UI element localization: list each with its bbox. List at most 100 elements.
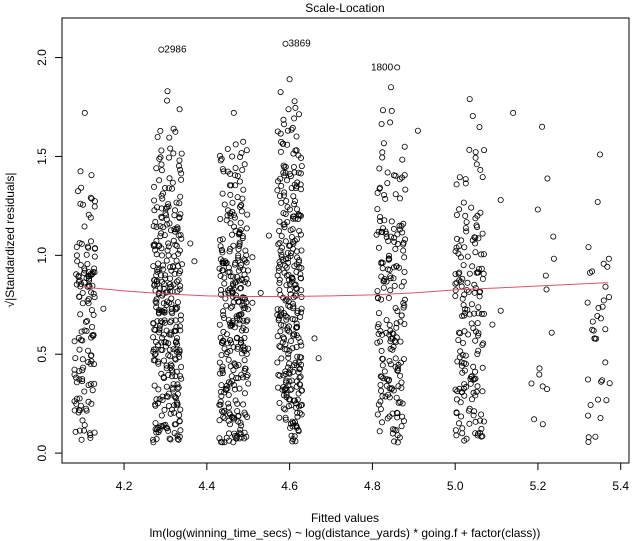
- data-point: [453, 181, 460, 188]
- data-point: [385, 294, 392, 301]
- data-point: [478, 411, 485, 418]
- data-point: [239, 195, 246, 202]
- data-point: [466, 270, 473, 277]
- data-point: [178, 150, 185, 157]
- data-point: [296, 354, 303, 361]
- data-point: [163, 97, 170, 104]
- data-point: [394, 240, 401, 247]
- data-point: [166, 175, 173, 182]
- data-point: [177, 282, 184, 289]
- data-point: [585, 412, 592, 419]
- data-point: [276, 399, 283, 406]
- data-point: [235, 418, 242, 425]
- data-point: [458, 359, 465, 366]
- data-point: [227, 210, 234, 217]
- data-point: [172, 128, 179, 135]
- data-point: [278, 253, 285, 260]
- data-point: [221, 345, 228, 352]
- data-point: [216, 359, 223, 366]
- data-point: [151, 207, 158, 214]
- data-point: [454, 388, 461, 395]
- data-point: [288, 386, 295, 393]
- data-point: [281, 189, 288, 196]
- data-point: [163, 257, 170, 264]
- data-point: [284, 325, 291, 332]
- data-point: [277, 291, 284, 298]
- data-point: [539, 123, 546, 130]
- data-point: [298, 275, 305, 282]
- data-point: [286, 206, 293, 213]
- data-point: [599, 377, 606, 384]
- data-point: [162, 184, 169, 191]
- data-point: [456, 354, 463, 361]
- data-point: [600, 297, 607, 304]
- data-point: [170, 346, 177, 353]
- data-point: [229, 303, 236, 310]
- data-point: [476, 293, 483, 300]
- data-point: [221, 201, 228, 208]
- data-point: [172, 241, 179, 248]
- data-point: [242, 247, 249, 254]
- data-point: [542, 272, 549, 279]
- data-point: [225, 391, 232, 398]
- data-point: [174, 304, 181, 311]
- data-point: [276, 343, 283, 350]
- data-point: [217, 286, 224, 293]
- data-point: [174, 341, 181, 348]
- data-point: [385, 237, 392, 244]
- data-point: [175, 250, 182, 257]
- data-point: [468, 301, 475, 308]
- data-point: [173, 278, 180, 285]
- data-point: [283, 346, 290, 353]
- data-point: [91, 380, 98, 387]
- data-point: [87, 360, 94, 367]
- data-point: [297, 338, 304, 345]
- data-point: [375, 310, 382, 317]
- data-point: [293, 206, 300, 213]
- data-point: [455, 329, 462, 336]
- data-point: [311, 335, 318, 342]
- data-point: [230, 299, 237, 306]
- data-point: [217, 438, 224, 445]
- data-point: [242, 257, 249, 264]
- data-point: [277, 89, 284, 96]
- data-point: [453, 211, 460, 218]
- data-point: [220, 413, 227, 420]
- data-point: [233, 434, 240, 441]
- data-point: [463, 435, 470, 442]
- data-point: [462, 225, 469, 232]
- data-point: [165, 252, 172, 259]
- data-point: [172, 421, 179, 428]
- data-point: [155, 360, 162, 367]
- data-point: [381, 217, 388, 224]
- data-point: [286, 303, 293, 310]
- data-point: [274, 333, 281, 340]
- data-point: [240, 317, 247, 324]
- outlier-layer: 2986 3869 1800: [158, 39, 401, 73]
- data-point: [220, 311, 227, 318]
- data-point: [475, 235, 482, 242]
- data-point: [191, 258, 198, 265]
- data-point: [243, 147, 250, 154]
- data-point: [174, 381, 181, 388]
- data-point: [177, 211, 184, 218]
- data-point: [278, 138, 285, 145]
- data-point: [400, 247, 407, 254]
- data-point: [176, 417, 183, 424]
- data-point: [292, 438, 299, 445]
- data-point: [241, 334, 248, 341]
- data-point: [396, 222, 403, 229]
- data-point: [241, 161, 248, 168]
- data-point: [383, 317, 390, 324]
- data-point: [171, 212, 178, 219]
- data-point: [77, 200, 84, 207]
- data-point: [295, 427, 302, 434]
- data-point: [152, 357, 159, 364]
- data-point: [217, 334, 224, 341]
- data-point: [159, 396, 166, 403]
- data-point: [227, 347, 234, 354]
- data-point: [158, 214, 165, 221]
- data-point: [159, 195, 166, 202]
- data-point: [79, 356, 86, 363]
- data-point: [585, 438, 592, 445]
